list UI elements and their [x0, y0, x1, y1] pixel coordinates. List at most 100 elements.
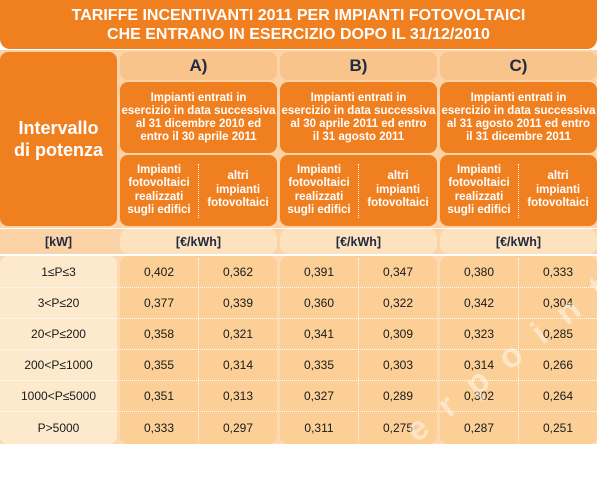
section-a-buildings-header: Impianti fotovoltaici realizzati sugli e…	[120, 164, 198, 218]
power-range-cell: 1≤P≤3	[41, 264, 76, 279]
tariff-cell: 0,339	[222, 295, 254, 310]
section-b-letter: B)	[280, 52, 437, 80]
section-a-desc-line: entro il 30 aprile 2011	[140, 130, 257, 143]
sub-header-line: altri	[227, 170, 249, 183]
sub-header-line: impianti	[535, 183, 581, 196]
tariff-cell: 0,342	[463, 295, 495, 310]
sub-header-line: fotovoltaici	[367, 197, 429, 210]
tariff-cell: 0,321	[222, 326, 254, 341]
tariff-cell: 0,264	[542, 388, 574, 403]
kw-unit-label: [kW]	[0, 229, 117, 254]
section-b-other-header: altri impianti fotovoltaici	[359, 170, 437, 211]
section-b-unit: [€/kWh]	[280, 229, 437, 254]
power-range-cell: 3<P≤20	[37, 295, 80, 310]
row-divider	[0, 318, 597, 319]
section-b-desc-line: Impianti entrati in	[310, 91, 407, 104]
tariff-cell: 0,314	[463, 357, 495, 372]
section-a-letter: A)	[120, 52, 277, 80]
power-range-header-line1: Intervallo	[18, 118, 99, 138]
tariff-cell: 0,402	[143, 264, 175, 279]
section-a-desc-line: Impianti entrati in	[150, 91, 247, 104]
tariff-cell: 0,362	[222, 264, 254, 279]
tariff-cell: 0,341	[303, 326, 335, 341]
tariff-cell: 0,266	[542, 357, 574, 372]
sub-header-divider	[518, 163, 519, 218]
table-title: TARIFFE INCENTIVANTI 2011 PER IMPIANTI F…	[0, 0, 597, 49]
tariff-cell: 0,323	[463, 326, 495, 341]
sub-header-divider	[358, 163, 359, 218]
tariff-cell: 0,355	[143, 357, 175, 372]
power-range-cell: 200<P≤1000	[24, 357, 93, 372]
section-b-desc-line: esercizio in data successiva	[281, 104, 436, 117]
tariff-cell: 0,380	[463, 264, 495, 279]
sub-header-line: fotovoltaici	[288, 177, 350, 189]
sub-header-divider	[198, 163, 199, 218]
tariff-cell: 0,333	[143, 420, 175, 435]
tariff-cell: 0,297	[222, 420, 254, 435]
tariff-cell: 0,287	[463, 420, 495, 435]
section-b-subheaders: Impianti fotovoltaici realizzati sugli e…	[280, 155, 437, 226]
tariff-cell: 0,289	[382, 388, 414, 403]
tariff-cell: 0,333	[542, 264, 574, 279]
section-c-letter: C)	[440, 52, 597, 80]
section-a-desc-line: esercizio in data successiva	[121, 104, 276, 117]
section-b-desc-line: al 30 aprile 2011 ed entro	[290, 117, 427, 130]
section-a-unit: [€/kWh]	[120, 229, 277, 254]
section-c-desc-line: esercizio in data successiva	[441, 104, 596, 117]
tariff-cell: 0,351	[143, 388, 175, 403]
tariff-cell: 0,309	[382, 326, 414, 341]
tariff-cell: 0,360	[303, 295, 335, 310]
tariff-cell: 0,313	[222, 388, 254, 403]
row-divider	[0, 287, 597, 288]
section-c-unit: [€/kWh]	[440, 229, 597, 254]
section-a-subheaders: Impianti fotovoltaici realizzati sugli e…	[120, 155, 277, 226]
tariff-cell: 0,335	[303, 357, 335, 372]
sub-header-line: Impianti	[136, 163, 182, 176]
section-c-description: Impianti entrati in esercizio in data su…	[440, 82, 597, 153]
tariff-cell: 0,327	[303, 388, 335, 403]
column-divider	[358, 258, 359, 442]
tariff-cell: 0,377	[143, 295, 175, 310]
row-divider	[0, 411, 597, 412]
tariff-cell: 0,275	[382, 420, 414, 435]
tariff-cell: 0,302	[463, 388, 495, 403]
section-c-other-header: altri impianti fotovoltaici	[519, 170, 597, 211]
tariff-cell: 0,322	[382, 295, 414, 310]
tariff-cell: 0,347	[382, 264, 414, 279]
sub-header-line: fotovoltaici	[207, 197, 269, 210]
sub-header-line: impianti	[215, 183, 261, 196]
section-a-desc-line: al 31 dicembre 2010 ed	[135, 117, 262, 130]
sub-header-line: altri	[387, 170, 409, 183]
tariff-table: TARIFFE INCENTIVANTI 2011 PER IMPIANTI F…	[0, 0, 597, 444]
sub-header-line: realizzati	[454, 190, 504, 203]
sub-header-line: sugli edifici	[287, 204, 351, 216]
section-c-desc-line: il 31 dicembre 2011	[466, 130, 571, 143]
section-b-desc-line: il 31 agosto 2011	[312, 130, 405, 143]
power-range-cell: P>5000	[37, 420, 80, 435]
sub-header-line: sugli edifici	[127, 204, 191, 216]
section-b-buildings-header: Impianti fotovoltaici realizzati sugli e…	[280, 164, 358, 218]
column-divider	[198, 258, 199, 442]
sub-header-line: impianti	[375, 183, 421, 196]
title-line-1: TARIFFE INCENTIVANTI 2011 PER IMPIANTI F…	[71, 7, 526, 24]
tariff-cell: 0,285	[542, 326, 574, 341]
sub-header-line: altri	[547, 170, 569, 183]
sub-header-line: fotovoltaici	[448, 177, 510, 189]
tariff-cell: 0,358	[143, 326, 175, 341]
title-line-2: CHE ENTRANO IN ESERCIZIO DOPO IL 31/12/2…	[107, 26, 490, 43]
sub-header-line: Impianti	[296, 163, 342, 176]
section-c-desc-line: al 31 agosto 2011 ed entro	[446, 117, 591, 130]
section-c-desc-line: Impianti entrati in	[470, 91, 567, 104]
sub-header-line: fotovoltaici	[128, 177, 190, 189]
section-a-description: Impianti entrati in esercizio in data su…	[120, 82, 277, 153]
sub-header-line: fotovoltaici	[527, 197, 589, 210]
power-range-cell: 20<P≤200	[31, 326, 86, 341]
power-range-cell: 1000<P≤5000	[21, 388, 96, 403]
sub-header-line: realizzati	[294, 190, 344, 203]
section-c-subheaders: Impianti fotovoltaici realizzati sugli e…	[440, 155, 597, 226]
power-range-header: Intervallo di potenza	[0, 52, 117, 226]
tariff-cell: 0,391	[303, 264, 335, 279]
tariff-cell: 0,251	[542, 420, 574, 435]
sub-header-line: sugli edifici	[447, 204, 511, 216]
row-divider	[0, 349, 597, 350]
